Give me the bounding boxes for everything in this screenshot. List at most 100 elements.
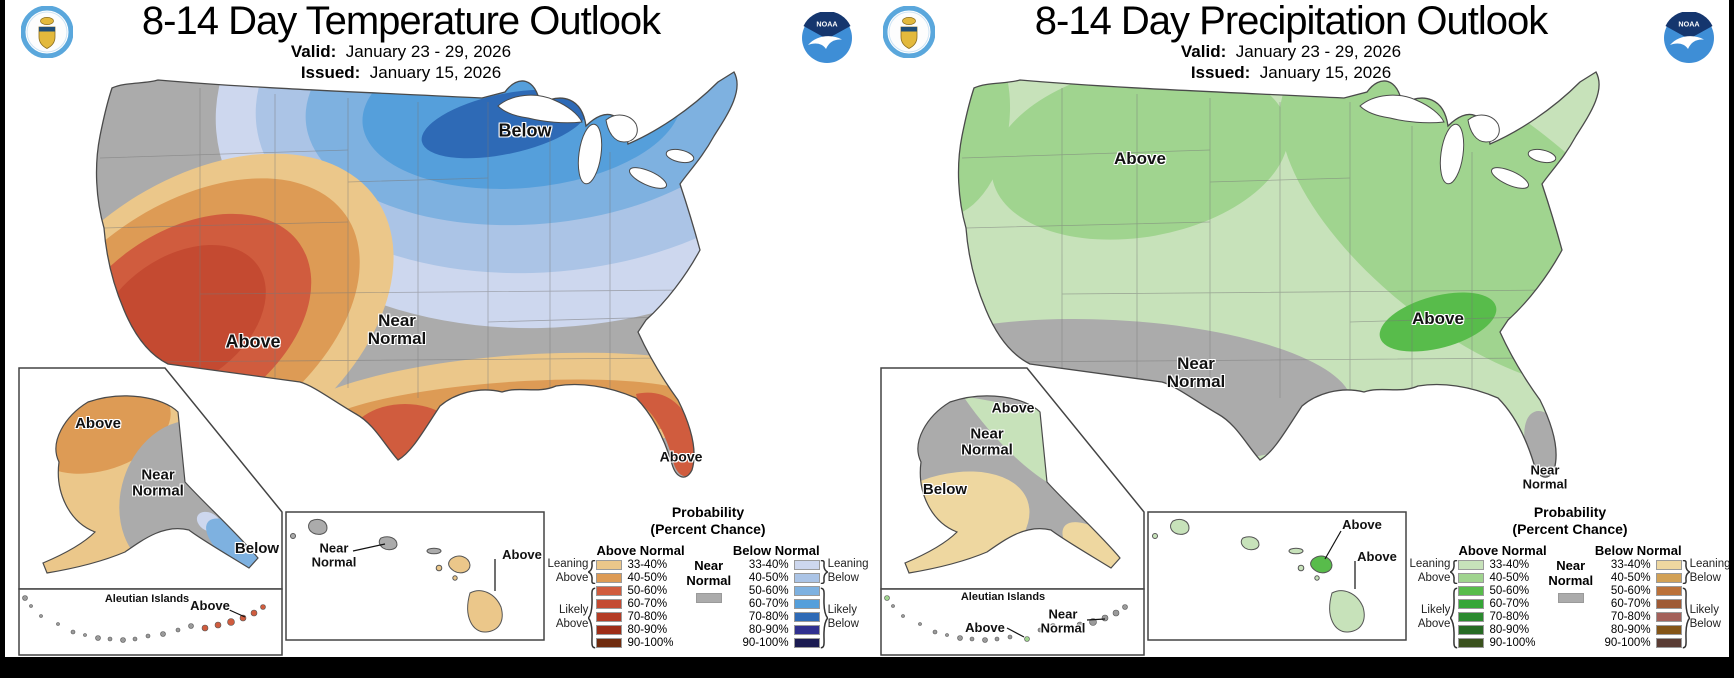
map-label-line: Near — [970, 425, 1004, 443]
island-niihau — [1152, 533, 1158, 539]
map-label-line: Normal — [1522, 476, 1568, 491]
island-kahoolawe — [452, 575, 458, 581]
state-borders — [99, 88, 701, 398]
legend-row: 70-80% — [1458, 611, 1546, 624]
legend-subtitle: (Percent Chance) — [650, 520, 766, 537]
brace-icon — [1450, 560, 1458, 584]
percent-label: 90-100% — [1604, 637, 1651, 650]
bracket-line: Above — [555, 617, 589, 630]
percent-label: 50-60% — [1489, 585, 1530, 598]
percent-label: 50-60% — [1610, 585, 1651, 598]
aleutian-inset-precipitation — [880, 588, 1145, 656]
percent-label: 40-50% — [748, 572, 789, 585]
color-swatch — [1458, 638, 1485, 649]
legend-row: 40-50% — [1595, 572, 1682, 585]
island-lanai — [435, 564, 443, 572]
island-hawaii — [467, 590, 503, 633]
hi-label-above-hawaii: Above — [1357, 549, 1397, 565]
bracket-line: Below — [827, 617, 859, 630]
percent-label: 40-50% — [1489, 572, 1530, 585]
color-swatch — [793, 573, 820, 584]
great-lakes — [1359, 94, 1557, 189]
panel-header: 8-14 Day Precipitation Outlook Valid: Ja… — [895, 0, 1687, 83]
percent-label: 90-100% — [742, 637, 789, 650]
conus-outline — [95, 71, 738, 478]
near-label: Normal — [1548, 572, 1594, 588]
valid-line: Valid: January 23 - 29, 2026 — [5, 42, 797, 63]
issued-line: Issued: January 15, 2026 — [5, 63, 797, 84]
noaa-logo-text: NOAA — [1678, 20, 1699, 29]
alaska-inset-precipitation — [880, 367, 1145, 590]
legend-row: 70-80% — [596, 611, 684, 624]
legend-row: 90-100% — [1595, 637, 1682, 650]
hawaii-leader-line — [1324, 530, 1342, 560]
legend-row: 90-100% — [1458, 637, 1546, 650]
legend-near-normal: Near Normal — [1547, 543, 1595, 666]
map-label-line: Near — [1048, 606, 1078, 622]
valid-line: Valid: January 23 - 29, 2026 — [895, 42, 1687, 63]
alaska-outline — [904, 395, 1121, 574]
page-title: 8-14 Day Temperature Outlook — [141, 0, 661, 43]
aleutian-leader-line — [224, 607, 246, 618]
ak-label-below: Below — [922, 481, 968, 499]
legend-below-header: Below Normal — [1594, 542, 1682, 558]
precipitation-outlook-panel: 8-14 Day Precipitation Outlook Valid: Ja… — [867, 0, 1731, 657]
aleutian-caption: Aleutian Islands — [960, 591, 1046, 604]
brace-icon — [588, 560, 596, 584]
legend-below-column: Below Normal 33-40% 40-50% 50-60% 60-70%… — [733, 543, 820, 666]
map-label-line: Near — [1530, 462, 1560, 478]
percent-label: 60-70% — [748, 598, 789, 611]
band-above-50-60-tennessee — [1379, 292, 1497, 352]
percent-label: 80-90% — [627, 624, 668, 637]
color-swatch — [1655, 599, 1682, 610]
noaa-logo-icon: NOAA — [802, 12, 852, 63]
percent-label: 70-80% — [1489, 611, 1530, 624]
legend-above-header: Above Normal — [1458, 542, 1547, 558]
color-swatch — [596, 612, 623, 623]
alaska-inset-temperature — [18, 367, 283, 590]
hi-label-above-maui: Above — [1342, 517, 1382, 533]
legend-row: 70-80% — [733, 611, 820, 624]
legend-row: 80-90% — [1458, 624, 1546, 637]
legend-row: 33-40% — [733, 559, 820, 572]
bracket-line: Below — [1689, 571, 1721, 584]
color-swatch — [596, 586, 623, 597]
map-label-below-north: Below — [498, 120, 552, 141]
band-above-50-60-stx — [347, 404, 463, 478]
bracket-line: Likely — [559, 604, 589, 617]
bracket-line: Likely — [827, 604, 857, 617]
aleutian-island-above — [1024, 636, 1030, 642]
brace-icon — [820, 587, 828, 649]
conus-outline — [957, 71, 1600, 478]
bracket-line: Likely — [1421, 604, 1451, 617]
legend-title: Probability — [671, 504, 745, 520]
legend-below-header: Below Normal — [732, 542, 820, 558]
map-label-above-southwest: Above — [225, 331, 281, 352]
legend-row: 33-40% — [1458, 559, 1546, 572]
island-kauai — [308, 518, 328, 535]
island-hawaii — [1329, 590, 1365, 633]
valid-label: Valid: — [1180, 42, 1227, 61]
legend-brackets-right: Leaning Below Likely Below — [1682, 543, 1731, 666]
percent-label: 60-70% — [627, 598, 668, 611]
legend-row: 60-70% — [733, 598, 820, 611]
issued-value: January 15, 2026 — [369, 62, 502, 82]
hawaii-inset-precipitation — [1147, 511, 1407, 641]
color-swatch — [1458, 612, 1485, 623]
percent-label: 90-100% — [1489, 637, 1536, 650]
color-swatch — [1458, 573, 1485, 584]
map-label-line: Near — [378, 311, 416, 331]
ak-label-above: Above — [75, 415, 121, 433]
issued-label: Issued: — [1190, 62, 1251, 82]
map-label-line: Near — [141, 466, 175, 484]
color-swatch — [596, 560, 623, 571]
percent-label: 70-80% — [627, 611, 668, 624]
map-label-above-tennessee: Above — [1412, 309, 1464, 329]
ak-label-near-normal: Near Normal — [961, 426, 1013, 458]
aleutian-leader-line — [1086, 618, 1106, 621]
issued-value: January 15, 2026 — [1259, 62, 1392, 82]
commerce-seal-icon — [883, 6, 935, 58]
island-oahu — [1240, 536, 1260, 551]
legend-row: 60-70% — [596, 598, 684, 611]
color-swatch — [793, 560, 820, 571]
